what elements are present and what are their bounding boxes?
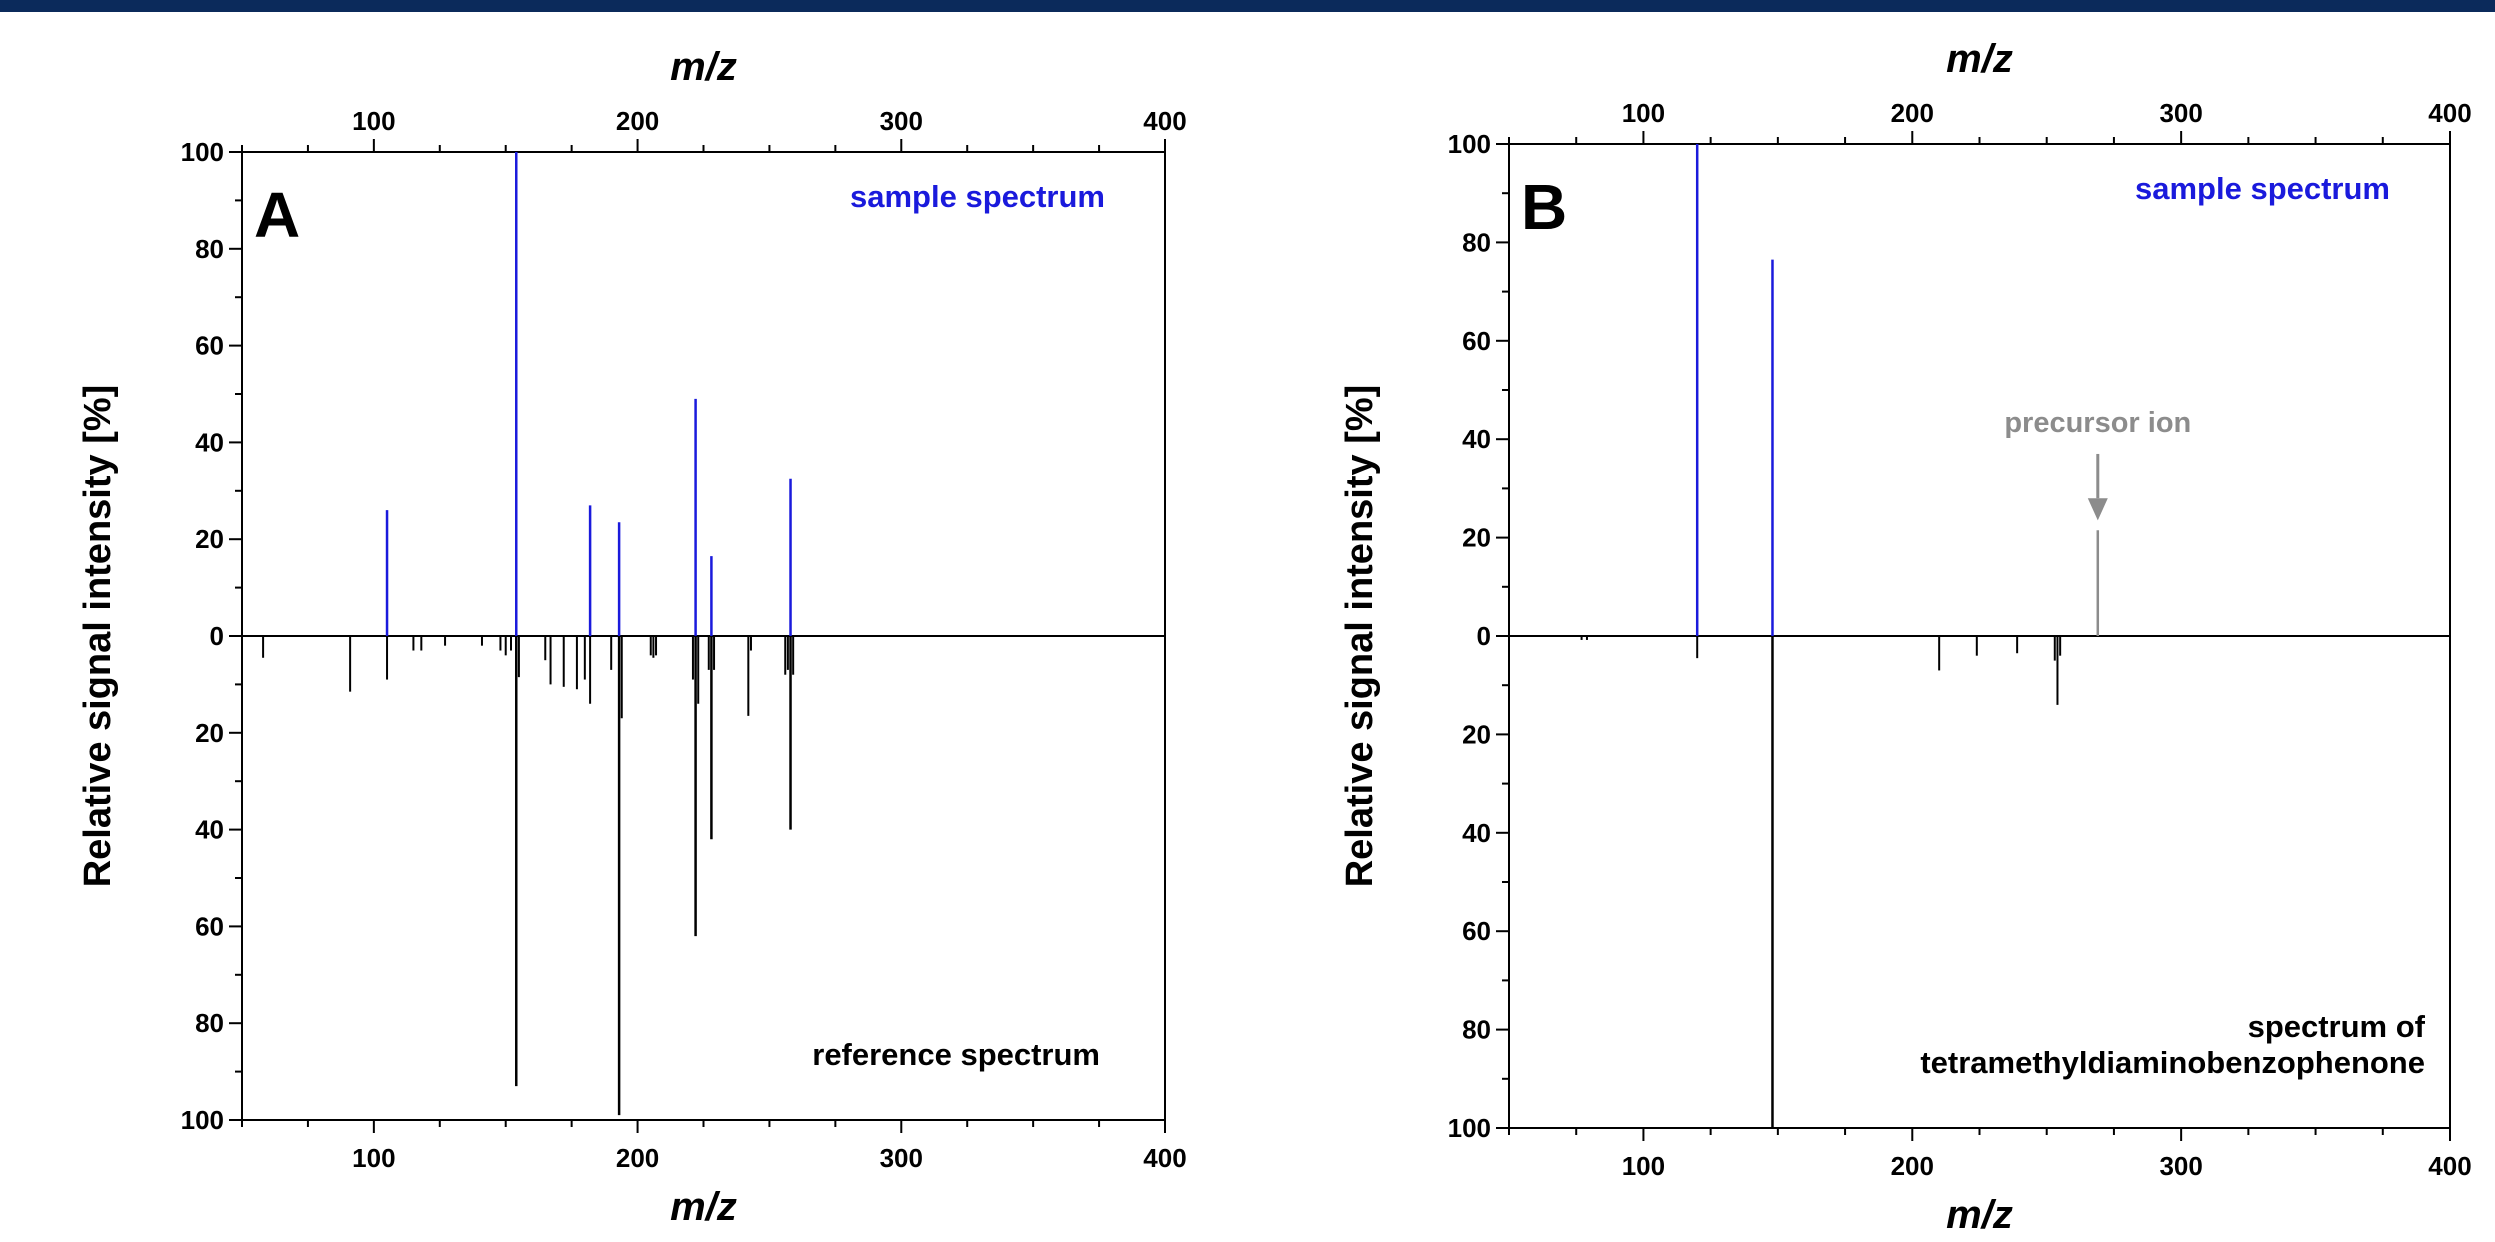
x-axis-title-top: m/z [670, 45, 737, 89]
y-tick-label: 80 [195, 1008, 224, 1038]
x-tick-label-top: 300 [880, 106, 923, 136]
y-tick-label: 20 [1462, 523, 1491, 553]
panel-label: B [1521, 171, 1567, 243]
reference-spectrum-label: tetramethyldiaminobenzophenone [1920, 1045, 2425, 1080]
x-tick-label-top: 100 [1622, 98, 1665, 128]
precursor-arrow-icon [2087, 498, 2108, 521]
title-bar [0, 0, 2495, 12]
y-tick-label: 40 [1462, 818, 1491, 848]
y-tick-label: 80 [195, 234, 224, 264]
y-tick-label: 0 [1477, 621, 1491, 651]
y-axis-title: Relative signal intensity [%] [77, 385, 119, 888]
x-tick-label-bottom: 400 [1143, 1143, 1186, 1173]
x-tick-label-bottom: 400 [2428, 1151, 2471, 1181]
x-tick-label-top: 400 [1143, 106, 1186, 136]
x-tick-label-bottom: 100 [352, 1143, 395, 1173]
x-axis-title-top: m/z [1946, 37, 2013, 81]
panel-label: A [254, 179, 300, 251]
precursor-label: precursor ion [2004, 407, 2191, 439]
y-tick-label: 100 [181, 1105, 224, 1135]
y-tick-label: 60 [195, 331, 224, 361]
y-tick-label: 60 [1462, 326, 1491, 356]
x-tick-label-top: 200 [1891, 98, 1934, 128]
reference-spectrum-label: reference spectrum [812, 1037, 1100, 1072]
sample-spectrum-label: sample spectrum [2135, 171, 2390, 206]
y-tick-label: 20 [195, 524, 224, 554]
y-tick-label: 80 [1462, 227, 1491, 257]
y-tick-label: 40 [195, 815, 224, 845]
y-tick-label: 40 [195, 427, 224, 457]
y-tick-label: 80 [1462, 1015, 1491, 1045]
y-tick-label: 60 [1462, 916, 1491, 946]
sample-spectrum-label: sample spectrum [850, 179, 1105, 214]
y-tick-label: 60 [195, 911, 224, 941]
x-tick-label-bottom: 200 [616, 1143, 659, 1173]
x-axis-title-bottom: m/z [1946, 1193, 2013, 1237]
reference-spectrum-label: spectrum of [2248, 1009, 2426, 1044]
y-axis-title: Relative signal intensity [%] [1339, 385, 1381, 888]
y-tick-label: 100 [181, 137, 224, 167]
x-tick-label-top: 200 [616, 106, 659, 136]
x-tick-label-bottom: 200 [1891, 1151, 1934, 1181]
x-tick-label-bottom: 300 [880, 1143, 923, 1173]
x-tick-label-top: 100 [352, 106, 395, 136]
x-tick-label-bottom: 300 [2159, 1151, 2202, 1181]
y-tick-label: 40 [1462, 424, 1491, 454]
y-tick-label: 100 [1448, 129, 1491, 159]
y-tick-label: 0 [210, 621, 224, 651]
y-tick-label: 100 [1448, 1113, 1491, 1143]
x-tick-label-top: 400 [2428, 98, 2471, 128]
x-tick-label-bottom: 100 [1622, 1151, 1665, 1181]
y-tick-label: 20 [195, 718, 224, 748]
x-axis-title-bottom: m/z [670, 1185, 737, 1229]
x-tick-label-top: 300 [2159, 98, 2202, 128]
chart-panel-b: 100 100 200 200 300 300 400 400 0 20 40 60 80 100 20 40… [1339, 37, 2472, 1237]
chart-panel-a: 100 100 200 200 300 300 400 400 0 20 40 60 80 100 20 40… [77, 45, 1187, 1229]
y-tick-label: 20 [1462, 719, 1491, 749]
